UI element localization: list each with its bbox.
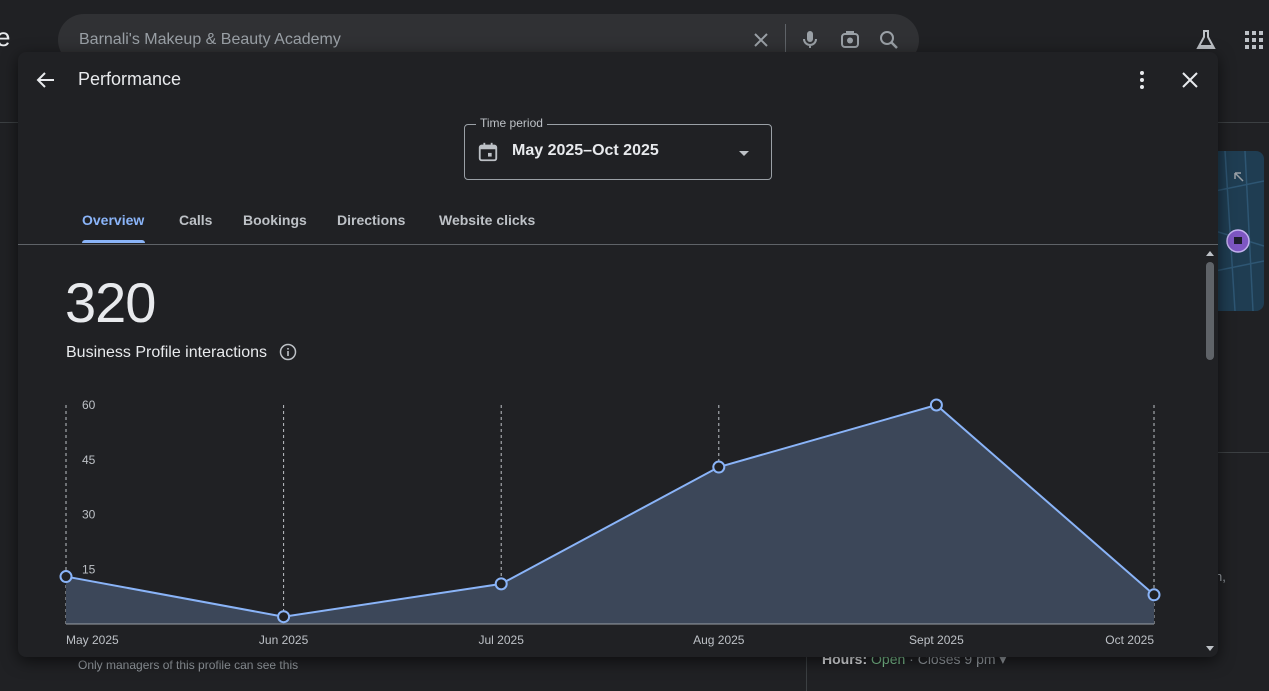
series-area: [66, 405, 1154, 624]
scroll-down-icon[interactable]: [1205, 645, 1215, 653]
expand-icon: [1234, 172, 1244, 182]
google-logo-fragment: e: [0, 22, 11, 52]
dialog-title: Performance: [78, 69, 182, 89]
series-line: [65, 403, 1155, 618]
x-tick-label: Oct 2025: [1105, 633, 1154, 647]
data-point: [59, 570, 73, 584]
tab-bookings[interactable]: Bookings: [243, 212, 307, 228]
right-panel-text-fragment: n,: [1215, 569, 1226, 584]
x-tick-label: May 2025: [66, 633, 119, 647]
active-tab-indicator: [82, 240, 145, 243]
x-tick-label: Jul 2025: [479, 633, 525, 647]
metric-label: Business Profile interactions: [66, 339, 297, 362]
calendar-icon: [478, 142, 498, 162]
lens-icon[interactable]: [838, 28, 862, 52]
search-icon[interactable]: [877, 28, 901, 52]
data-point: [929, 398, 943, 412]
panel-divider: [806, 636, 807, 691]
right-panel-divider: [1218, 452, 1269, 453]
search-divider: [785, 24, 786, 54]
back-arrow-icon[interactable]: [34, 68, 58, 92]
tab-calls[interactable]: Calls: [179, 212, 213, 228]
data-point: [494, 577, 508, 591]
tab-overview[interactable]: Overview: [82, 212, 145, 228]
data-point: [712, 460, 726, 474]
interactions-chart: 15 30 45 60 May 2025 Jun 2025 Jul 2025 Aug 2025…: [59, 398, 1161, 647]
scroll-up-icon[interactable]: [1205, 249, 1215, 257]
more-options-icon[interactable]: [1130, 68, 1154, 92]
search-input[interactable]: Barnali's Makeup & Beauty Academy: [79, 31, 341, 48]
performance-tabs: Overview Calls Bookings Directions Websi…: [18, 202, 1218, 245]
map-thumbnail[interactable]: [1215, 151, 1264, 311]
performance-dialog: Performance Time period May 2025–Oct 202…: [18, 52, 1218, 657]
y-tick-label: 15: [82, 562, 96, 576]
dropdown-arrow-icon: [739, 151, 749, 156]
total-interactions-value: 320: [65, 271, 156, 334]
clear-icon[interactable]: [749, 28, 773, 52]
x-tick-label: Sept 2025: [909, 633, 964, 647]
apps-grid-icon[interactable]: [1242, 28, 1266, 52]
data-point: [1147, 588, 1161, 602]
close-icon[interactable]: [1178, 68, 1202, 92]
labs-flask-icon[interactable]: [1194, 28, 1218, 52]
y-tick-label: 45: [82, 453, 96, 467]
tab-website-clicks[interactable]: Website clicks: [439, 212, 536, 228]
x-tick-label: Jun 2025: [259, 633, 309, 647]
info-icon[interactable]: [279, 343, 297, 361]
time-period-value: May 2025–Oct 2025: [512, 142, 659, 159]
microphone-icon[interactable]: [798, 28, 822, 52]
time-period-select[interactable]: Time period May 2025–Oct 2025: [464, 116, 772, 180]
data-point: [277, 610, 291, 624]
time-period-label: Time period: [476, 116, 547, 130]
y-tick-label: 30: [82, 508, 96, 522]
metric-label-text: Business Profile interactions: [66, 344, 267, 361]
y-tick-label: 60: [82, 398, 96, 412]
scrollbar[interactable]: [1202, 245, 1218, 657]
scroll-thumb[interactable]: [1206, 262, 1214, 360]
x-tick-label: Aug 2025: [693, 633, 745, 647]
managers-only-note: Only managers of this profile can see th…: [78, 658, 299, 672]
tab-directions[interactable]: Directions: [337, 212, 406, 228]
